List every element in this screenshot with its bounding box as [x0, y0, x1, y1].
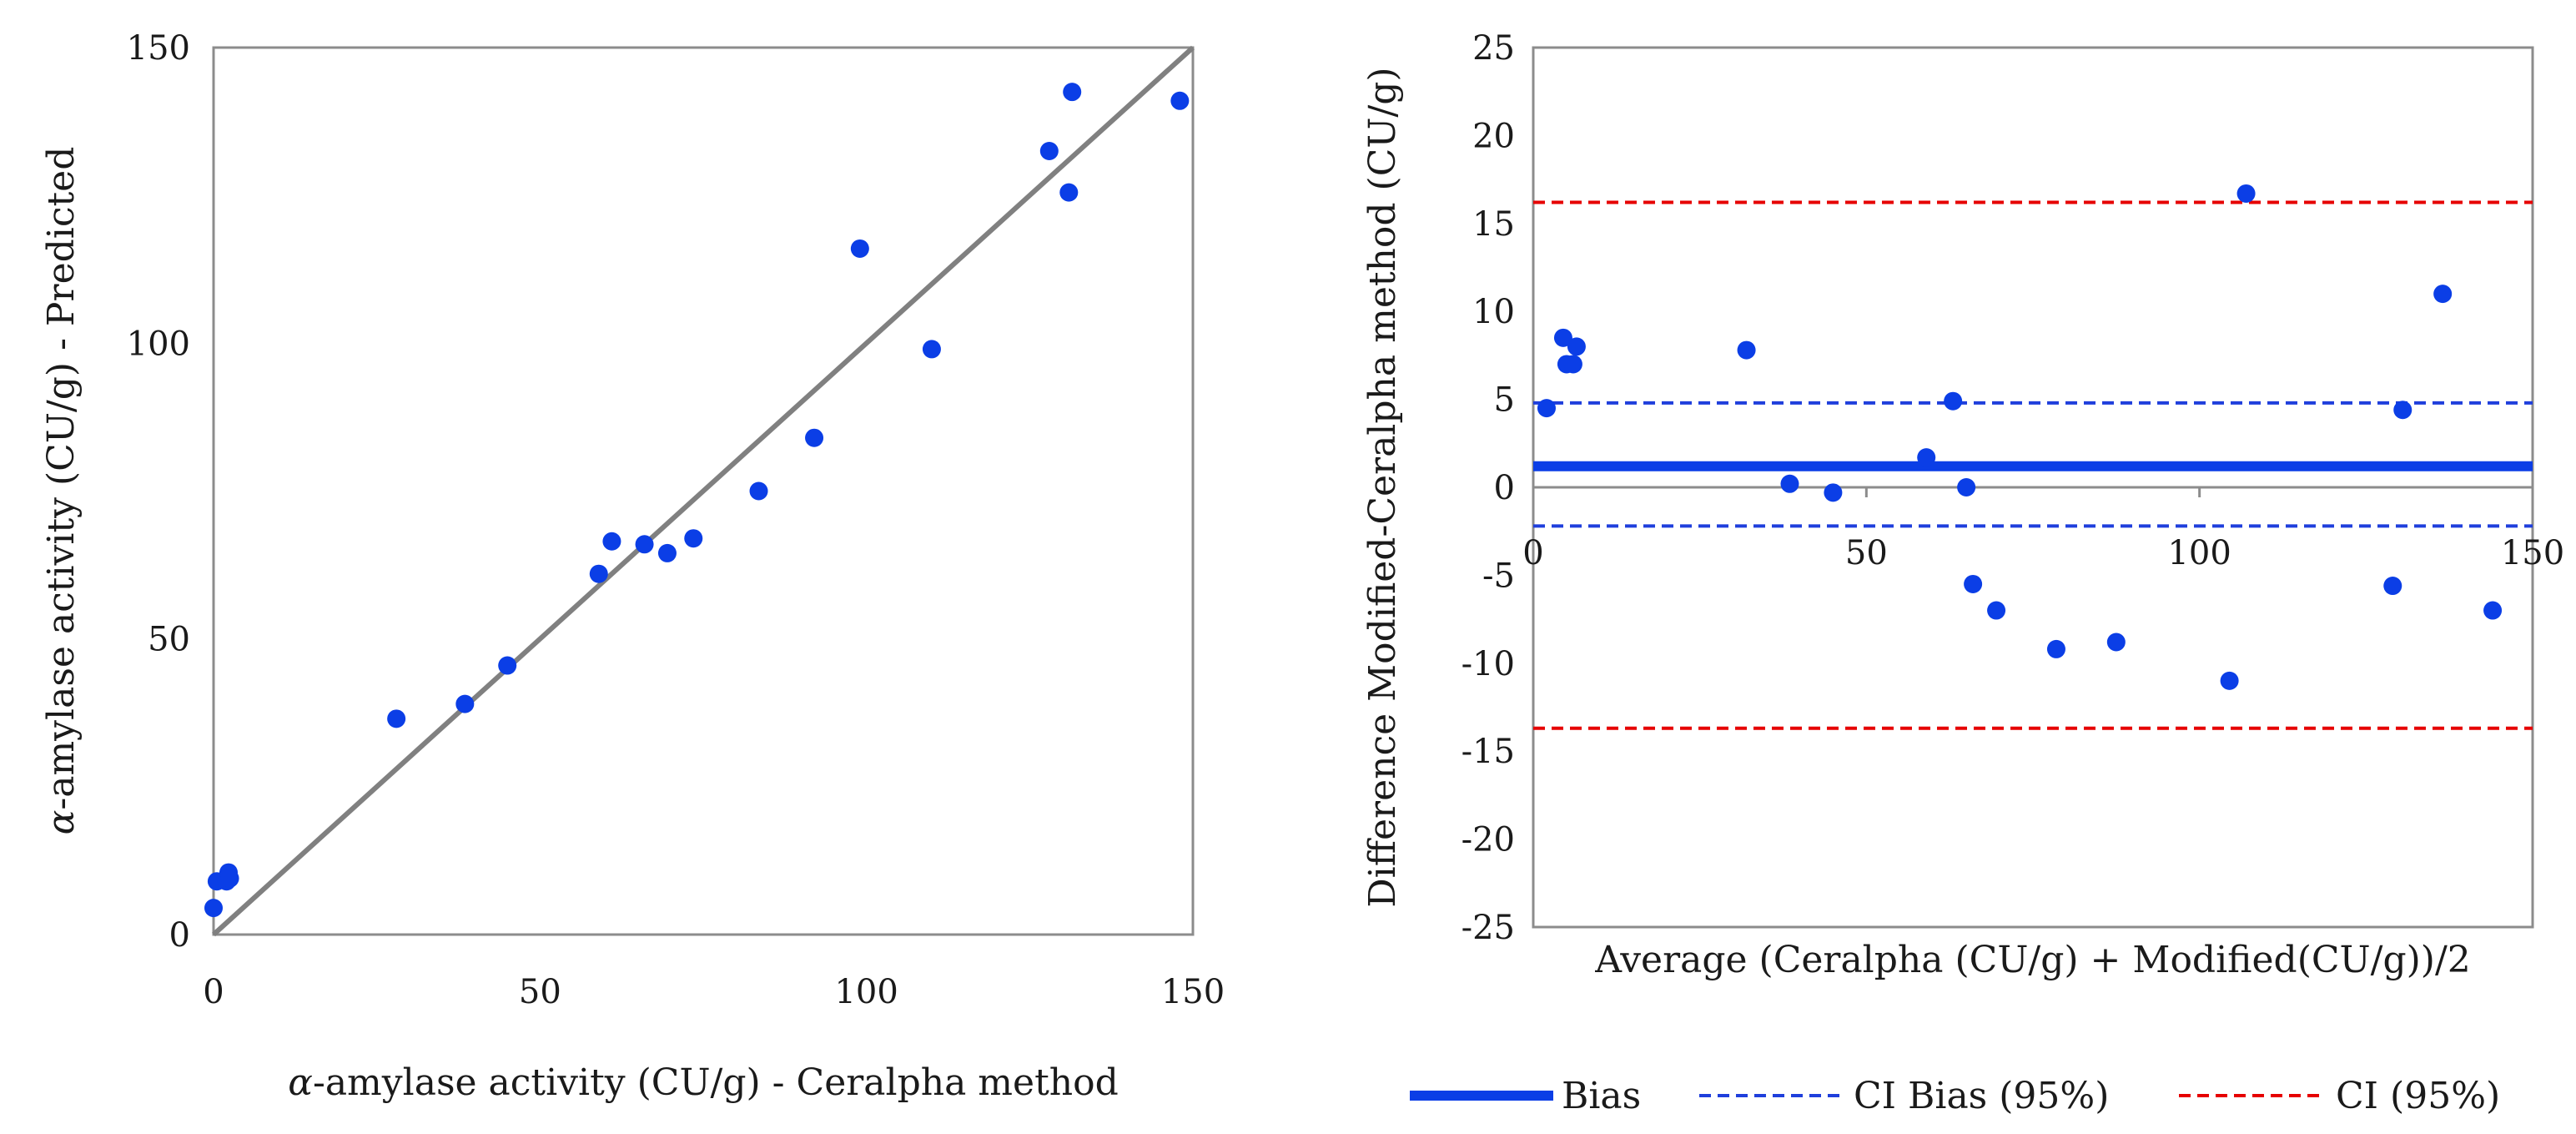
left-data-point	[635, 535, 654, 554]
left-y-tick-label: 50	[148, 621, 190, 659]
right-data-point	[2220, 671, 2239, 690]
left-points	[204, 83, 1190, 918]
left-data-point	[498, 656, 517, 675]
legend-bias-label: Bias	[1562, 1075, 1641, 1117]
legend-ci-label: CI (95%)	[2336, 1075, 2500, 1117]
right-y-tick-label: 15	[1472, 205, 1515, 244]
left-data-point	[684, 529, 703, 548]
right-data-point	[1964, 574, 1983, 593]
left-x-ticks: 0 50 100 150	[203, 973, 1225, 1011]
right-x-ticks: 0 50 100 150	[1522, 487, 2564, 572]
right-data-point	[1780, 474, 1799, 493]
right-y-tick-label: 0	[1494, 469, 1515, 507]
right-data-point	[1824, 483, 1843, 502]
right-data-point	[1567, 337, 1586, 356]
right-data-point	[2236, 184, 2256, 203]
left-data-point	[589, 564, 608, 583]
right-x-tick-label: 50	[1845, 534, 1888, 572]
right-y-axis-label: Difference Modified-Ceralpha method (CU/…	[1361, 67, 1404, 907]
right-data-point	[2433, 285, 2453, 304]
left-x-tick-label: 150	[1161, 973, 1225, 1011]
right-y-tick-label: 25	[1472, 29, 1515, 68]
right-data-point	[1957, 478, 1976, 496]
right-y-ticks: 25 20 15 10 5 0 -5 -10 -15 -20 -25	[1462, 29, 1515, 947]
right-reference-lines	[1533, 200, 2533, 730]
left-data-point	[1059, 183, 1079, 202]
right-data-point	[1553, 328, 1572, 347]
left-data-point	[204, 899, 223, 918]
right-data-point	[2393, 401, 2412, 420]
right-data-point	[1944, 391, 1963, 411]
left-reference-line	[211, 45, 1195, 937]
right-x-tick-label: 150	[2501, 534, 2564, 572]
legend-ci-bias-label: CI Bias (95%)	[1854, 1075, 2109, 1117]
left-data-point	[455, 694, 475, 713]
right-y-tick-label: -15	[1462, 733, 1515, 771]
left-data-point	[657, 543, 677, 562]
right-data-point	[1737, 340, 1756, 360]
right-y-tick-label: -5	[1482, 557, 1515, 595]
left-x-label-greek: α	[288, 1061, 313, 1104]
right-y-tick-label: -25	[1462, 909, 1515, 947]
left-data-point	[1063, 83, 1082, 102]
right-y-tick-label: 10	[1472, 293, 1515, 331]
left-y-axis-label: α-amylase activity (CU/g) - Predicted	[40, 147, 83, 835]
left-y-tick-label: 100	[127, 325, 190, 363]
left-data-point	[1039, 142, 1059, 161]
right-data-point	[1917, 448, 1936, 467]
left-x-label-text: -amylase activity (CU/g) - Ceralpha meth…	[313, 1061, 1119, 1104]
right-x-tick-label: 0	[1522, 534, 1543, 572]
right-data-point	[1563, 355, 1582, 374]
right-data-point	[2483, 601, 2503, 620]
left-data-point	[220, 869, 239, 888]
right-data-point	[1987, 601, 2006, 620]
right-x-tick-label: 100	[2167, 534, 2231, 572]
left-data-point	[805, 428, 824, 447]
legend: Bias CI Bias (95%) CI (95%)	[1410, 1075, 2500, 1117]
left-y-label-text: -amylase activity (CU/g) - Predicted	[40, 147, 83, 810]
left-x-tick-label: 0	[203, 973, 224, 1011]
left-y-ticks: 0 50 100 150	[127, 29, 190, 955]
left-data-point	[850, 239, 869, 258]
left-x-tick-label: 50	[519, 973, 561, 1011]
right-data-point	[2106, 633, 2126, 652]
right-y-tick-label: -20	[1462, 821, 1515, 859]
right-data-point	[1537, 399, 1556, 418]
left-y-label-greek: α	[40, 810, 83, 835]
left-data-point	[387, 709, 406, 728]
right-y-tick-label: 5	[1494, 381, 1515, 420]
left-plot-frame	[212, 46, 1195, 936]
left-x-tick-label: 100	[834, 973, 898, 1011]
right-x-axis-label: Average (Ceralpha (CU/g) + Modified(CU/g…	[1594, 939, 2471, 981]
right-data-point	[2046, 639, 2065, 658]
left-y-tick-label: 150	[127, 29, 190, 68]
right-data-point	[2383, 577, 2402, 596]
right-y-tick-label: -10	[1462, 645, 1515, 683]
left-data-point	[1170, 91, 1190, 110]
right-points	[1537, 184, 2503, 690]
left-y-tick-label: 0	[169, 916, 190, 955]
left-data-point	[602, 532, 621, 551]
left-data-point	[749, 481, 768, 501]
left-x-axis-label: α-amylase activity (CU/g) - Ceralpha met…	[288, 1061, 1119, 1104]
left-data-point	[922, 340, 941, 359]
right-y-tick-label: 20	[1472, 117, 1515, 155]
